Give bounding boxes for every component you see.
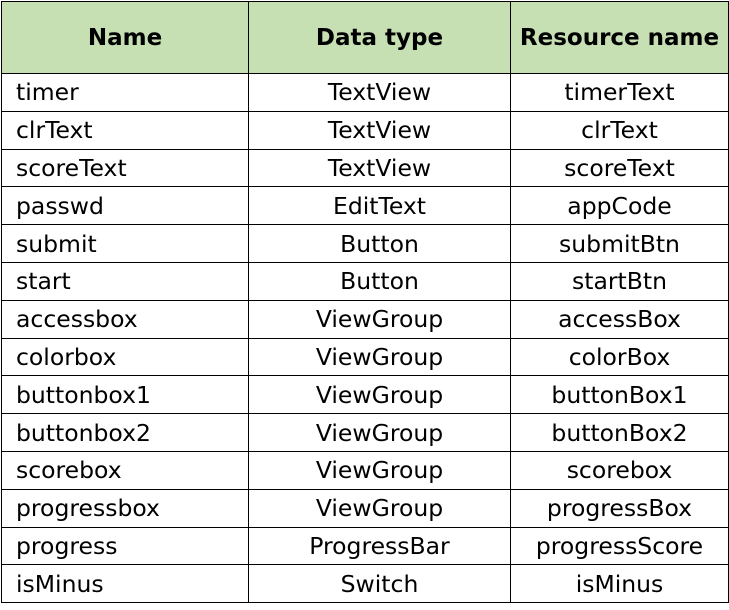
table-row: isMinus Switch isMinus [1, 564, 729, 604]
cell-data-type: ViewGroup [248, 450, 511, 490]
header-resource-name: Resource name [510, 1, 729, 74]
cell-name: start [1, 261, 249, 301]
cell-data-type: ViewGroup [248, 299, 511, 339]
cell-name: accessbox [1, 299, 249, 339]
table-body: timer TextView timerText clrText TextView clr… [1, 73, 729, 604]
cell-name: progressbox [1, 488, 249, 528]
cell-name: buttonbox1 [1, 375, 249, 415]
cell-name: passwd [1, 186, 249, 226]
cell-data-type: TextView [248, 148, 511, 188]
cell-data-type: ProgressBar [248, 526, 511, 566]
cell-name: progress [1, 526, 249, 566]
table-row: buttonbox1 ViewGroup buttonBox1 [1, 375, 729, 415]
header-name: Name [1, 1, 249, 74]
cell-name: timer [1, 73, 249, 112]
cell-name: isMinus [1, 564, 249, 604]
cell-data-type: ViewGroup [248, 488, 511, 528]
table-row: clrText TextView clrText [1, 110, 729, 150]
cell-name: submit [1, 224, 249, 263]
cell-data-type: EditText [248, 186, 511, 226]
cell-resource-name: progressScore [510, 526, 729, 566]
cell-resource-name: clrText [510, 110, 729, 150]
cell-resource-name: isMinus [510, 564, 729, 604]
cell-data-type: ViewGroup [248, 375, 511, 415]
cell-name: scoreText [1, 148, 249, 188]
table-row: start Button startBtn [1, 261, 729, 301]
cell-resource-name: colorBox [510, 337, 729, 377]
cell-resource-name: startBtn [510, 261, 729, 301]
table-header: Name Data type Resource name [1, 1, 729, 74]
cell-name: scorebox [1, 450, 249, 490]
cell-data-type: Switch [248, 564, 511, 604]
table-row: timer TextView timerText [1, 73, 729, 112]
cell-data-type: TextView [248, 73, 511, 112]
cell-resource-name: buttonBox2 [510, 413, 729, 452]
cell-name: colorbox [1, 337, 249, 377]
cell-resource-name: submitBtn [510, 224, 729, 263]
cell-resource-name: scoreText [510, 148, 729, 188]
cell-name: buttonbox2 [1, 413, 249, 452]
cell-data-type: ViewGroup [248, 337, 511, 377]
cell-name: clrText [1, 110, 249, 150]
table-row: submit Button submitBtn [1, 224, 729, 263]
cell-data-type: TextView [248, 110, 511, 150]
header-row: Name Data type Resource name [1, 1, 729, 74]
cell-data-type: Button [248, 224, 511, 263]
cell-data-type: Button [248, 261, 511, 301]
cell-resource-name: timerText [510, 73, 729, 112]
cell-resource-name: appCode [510, 186, 729, 226]
cell-resource-name: buttonBox1 [510, 375, 729, 415]
table-row: scorebox ViewGroup scorebox [1, 450, 729, 490]
table-row: colorbox ViewGroup colorBox [1, 337, 729, 377]
cell-resource-name: accessBox [510, 299, 729, 339]
table-row: progressbox ViewGroup progressBox [1, 488, 729, 528]
cell-resource-name: progressBox [510, 488, 729, 528]
table-row: progress ProgressBar progressScore [1, 526, 729, 566]
table-row: passwd EditText appCode [1, 186, 729, 226]
table-row: scoreText TextView scoreText [1, 148, 729, 188]
table-row: buttonbox2 ViewGroup buttonBox2 [1, 413, 729, 452]
table-row: accessbox ViewGroup accessBox [1, 299, 729, 339]
cell-data-type: ViewGroup [248, 413, 511, 452]
header-data-type: Data type [248, 1, 511, 74]
cell-resource-name: scorebox [510, 450, 729, 490]
